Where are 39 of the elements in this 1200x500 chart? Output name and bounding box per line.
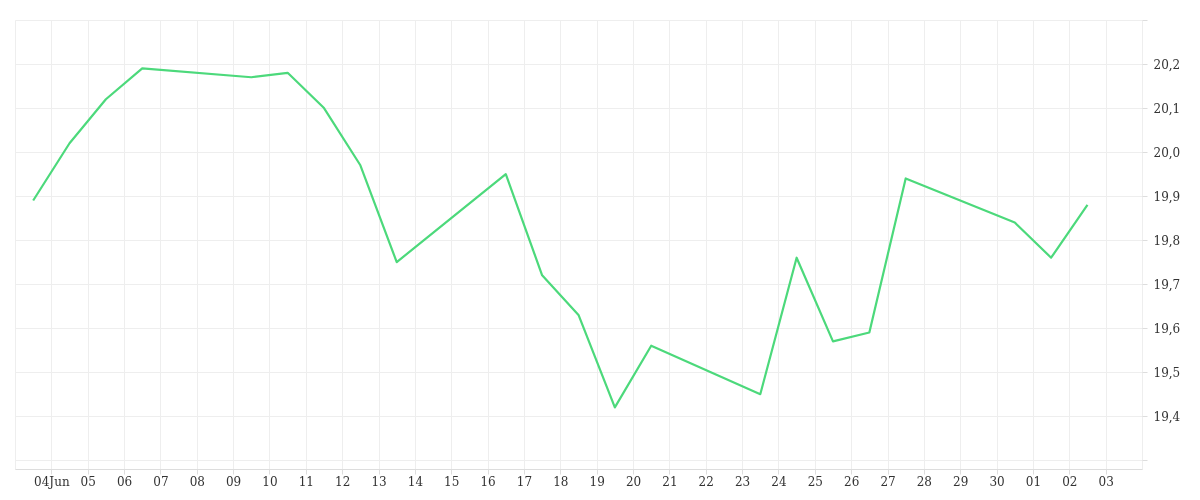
y-tick-label: 19,4 bbox=[1153, 409, 1181, 424]
x-tick-label: 02 bbox=[1062, 474, 1078, 489]
y-tick-label: 19,6 bbox=[1153, 321, 1181, 336]
x-tick-label: 29 bbox=[953, 474, 969, 489]
x-tick-label: 07 bbox=[153, 474, 169, 489]
x-tick-label: 04Jun bbox=[34, 474, 70, 489]
y-tick-label: 20,0 bbox=[1153, 145, 1181, 160]
x-tick-label: 05 bbox=[80, 474, 96, 489]
x-tick-label: 01 bbox=[1025, 474, 1042, 489]
x-tick-label: 22 bbox=[698, 474, 714, 489]
x-tick-label: 24 bbox=[771, 474, 787, 489]
x-tick-label: 16 bbox=[480, 474, 496, 489]
x-tick-label: 20 bbox=[625, 474, 642, 489]
x-tick-label: 17 bbox=[516, 474, 533, 489]
x-tick-label: 21 bbox=[662, 474, 678, 489]
x-tick-label: 19 bbox=[589, 474, 605, 489]
x-tick-label: 18 bbox=[553, 474, 569, 489]
x-tick-label: 27 bbox=[880, 474, 896, 489]
x-tick-label: 13 bbox=[371, 474, 387, 489]
y-tick-label: 19,7 bbox=[1153, 277, 1181, 292]
x-tick-label: 09 bbox=[225, 474, 242, 489]
y-tick-label: 20,1 bbox=[1153, 101, 1181, 116]
y-tick-label: 19,5 bbox=[1153, 365, 1181, 380]
x-tick-label: 12 bbox=[335, 474, 351, 489]
x-tick-label: 03 bbox=[1098, 474, 1114, 489]
x-tick-label: 14 bbox=[407, 474, 424, 489]
x-tick-label: 11 bbox=[298, 474, 314, 489]
y-tick-label: 19,8 bbox=[1153, 233, 1181, 248]
x-tick-label: 06 bbox=[116, 474, 133, 489]
x-tick-label: 10 bbox=[262, 474, 278, 489]
x-tick-label: 23 bbox=[734, 474, 751, 489]
x-tick-label: 28 bbox=[916, 474, 933, 489]
y-tick-label: 20,2 bbox=[1153, 57, 1181, 72]
x-tick-label: 25 bbox=[807, 474, 823, 489]
x-tick-label: 26 bbox=[844, 474, 860, 489]
x-tick-label: 30 bbox=[989, 474, 1005, 489]
y-tick-label: 19,9 bbox=[1153, 189, 1181, 204]
x-tick-label: 08 bbox=[189, 474, 205, 489]
x-tick-label: 15 bbox=[444, 474, 460, 489]
